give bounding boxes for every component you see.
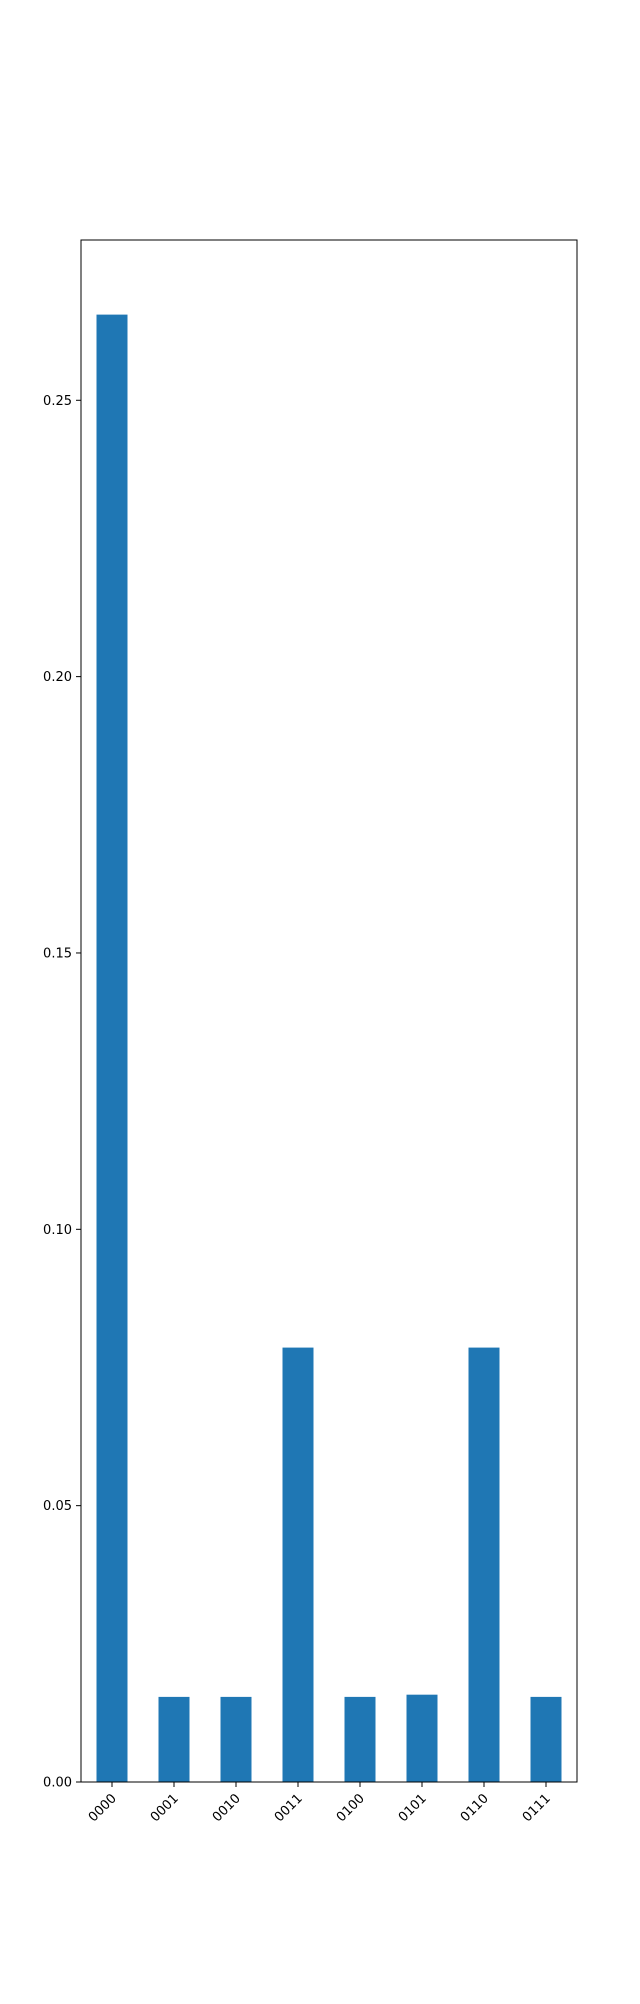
x-tick-label: 0101 bbox=[396, 1791, 430, 1825]
bar-0101 bbox=[406, 1694, 438, 1782]
x-tick-label: 0111 bbox=[520, 1791, 554, 1825]
bar-0000 bbox=[96, 314, 128, 1782]
y-tick-label: 0.05 bbox=[43, 1499, 72, 1514]
x-tick-label: 0011 bbox=[272, 1791, 306, 1825]
y-tick-label: 0.00 bbox=[43, 1776, 72, 1791]
x-tick-label: 0000 bbox=[86, 1791, 120, 1825]
plot-area: 0.00 0.05 0.10 0.15 0.20 0.25 0000 0001 0010 0011… bbox=[43, 239, 578, 1825]
x-tick-label: 0010 bbox=[210, 1791, 244, 1825]
bar-0001 bbox=[158, 1696, 190, 1782]
axes-frame bbox=[80, 239, 578, 1783]
x-tick-label: 0110 bbox=[458, 1791, 492, 1825]
bar-0011 bbox=[282, 1347, 314, 1782]
y-tick-label: 0.25 bbox=[43, 394, 72, 409]
y-tick-label: 0.20 bbox=[43, 670, 72, 685]
y-tick-label: 0.15 bbox=[43, 946, 72, 961]
bar-0111 bbox=[530, 1696, 562, 1782]
x-tick-label: 0100 bbox=[334, 1791, 368, 1825]
bar-0010 bbox=[220, 1696, 252, 1782]
y-tick-label: 0.10 bbox=[43, 1223, 72, 1238]
bar-0100 bbox=[344, 1696, 376, 1782]
bar-0110 bbox=[468, 1347, 500, 1782]
x-tick-label: 0001 bbox=[148, 1791, 182, 1825]
